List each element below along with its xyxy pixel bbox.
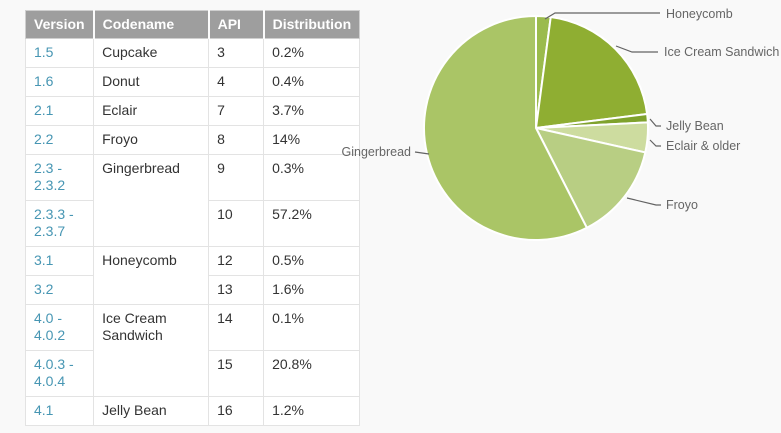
pie-label-gingerbread: Gingerbread [342,145,412,159]
api-cell: 7 [208,96,265,126]
version-link[interactable]: 1.5 [24,38,95,68]
table-row: 4.1 Jelly Bean 16 1.2% [24,396,361,426]
distribution-cell: 0.3% [263,154,361,201]
api-cell: 12 [208,246,265,276]
version-link[interactable]: 3.2 [24,275,95,305]
pie-callout-line-gingerbread [414,151,430,155]
header-version: Version [25,10,95,39]
table-row: 2.3.3 - 2.3.7 10 57.2% [24,200,361,247]
api-cell: 13 [208,275,265,305]
pie-slice-ice-cream-sandwich [535,15,649,129]
table-row: 3.1 Honeycomb 12 0.5% [24,246,361,305]
codename-cell: Honeycomb [93,246,210,305]
api-cell: 10 [208,200,265,247]
version-link[interactable]: 4.0.3 - 4.0.4 [24,350,95,397]
table-row: 4.0.3 - 4.0.4 15 20.8% [24,350,361,397]
version-link[interactable]: 2.3 - 2.3.2 [24,154,95,201]
pie-callout-line-ice-cream-sandwich [615,45,658,53]
table-row: 4.0 - 4.0.2 Ice Cream Sandwich 14 0.1% [24,304,361,397]
version-table-container: Version Codename API Distribution 1.5 Cu… [24,10,361,426]
api-cell: 3 [208,38,265,68]
api-cell: 14 [208,304,265,351]
api-cell: 4 [208,67,265,97]
pie-callout-line-honeycomb [544,12,660,20]
version-link[interactable]: 3.1 [24,246,95,276]
distribution-cell: 3.7% [263,96,361,126]
pie-label-honeycomb: Honeycomb [666,7,733,21]
distribution-cell: 0.5% [263,246,361,276]
distribution-cell: 0.4% [263,67,361,97]
codename-cell: Gingerbread [93,154,210,247]
table-header-row: Version Codename API Distribution [25,10,360,39]
pie-label-froyo: Froyo [666,198,698,212]
version-link[interactable]: 4.1 [24,396,95,426]
codename-cell: Jelly Bean [93,396,210,426]
header-distribution: Distribution [263,10,360,39]
api-cell: 16 [208,396,265,426]
version-link[interactable]: 1.6 [24,67,95,97]
pie-label-eclair-older: Eclair & older [666,139,740,153]
pie-callout-line-eclair-older [649,139,661,147]
table-row: 2.3 - 2.3.2 Gingerbread 9 0.3% [24,154,361,247]
pie-callout-line-jelly-bean [649,118,661,127]
distribution-cell: 0.1% [263,304,361,351]
version-link[interactable]: 4.0 - 4.0.2 [24,304,95,351]
header-codename: Codename [93,10,210,39]
pie-slice-froyo [535,127,647,229]
android-version-table: Version Codename API Distribution 1.5 Cu… [24,10,361,426]
version-link[interactable]: 2.1 [24,96,95,126]
api-cell: 15 [208,350,265,397]
distribution-cell: 57.2% [263,200,361,247]
pie-label-jelly-bean: Jelly Bean [666,119,724,133]
table-row: 1.6 Donut 4 0.4% [24,67,361,97]
version-link[interactable]: 2.3.3 - 2.3.7 [24,200,95,247]
distribution-cell: 20.8% [263,350,361,397]
pie-callout-line-froyo [626,197,661,206]
codename-cell: Froyo [93,125,210,155]
distribution-cell: 1.2% [263,396,361,426]
distribution-cell: 0.2% [263,38,361,68]
table-row: 1.5 Cupcake 3 0.2% [24,38,361,68]
codename-cell: Ice Cream Sandwich [93,304,210,397]
codename-cell: Cupcake [93,38,210,68]
codename-cell: Donut [93,67,210,97]
pie-label-ice-cream-sandwich: Ice Cream Sandwich [664,45,779,59]
version-link[interactable]: 2.2 [24,125,95,155]
